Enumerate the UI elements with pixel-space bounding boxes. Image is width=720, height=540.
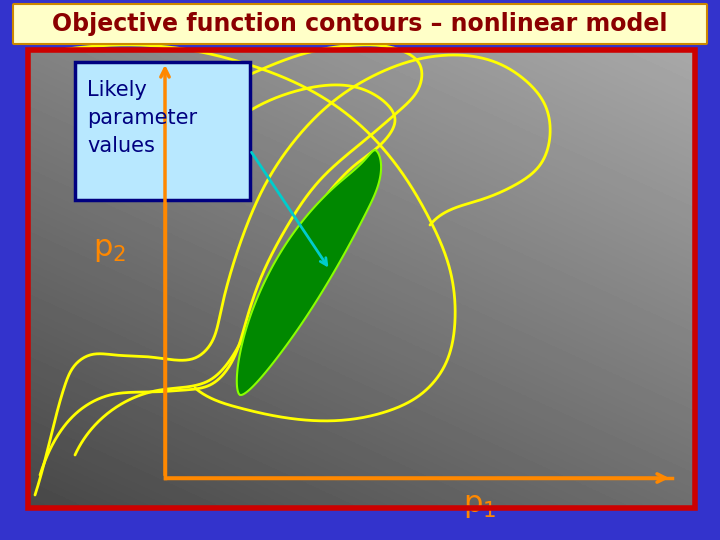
Bar — [75, 62, 250, 200]
Text: Likely
parameter
values: Likely parameter values — [87, 80, 197, 156]
Text: p$_2$: p$_2$ — [94, 235, 127, 265]
Text: Objective function contours – nonlinear model: Objective function contours – nonlinear … — [53, 12, 667, 36]
Bar — [28, 50, 695, 508]
Text: p$_1$: p$_1$ — [464, 491, 497, 521]
Polygon shape — [237, 150, 381, 395]
FancyBboxPatch shape — [13, 4, 707, 44]
